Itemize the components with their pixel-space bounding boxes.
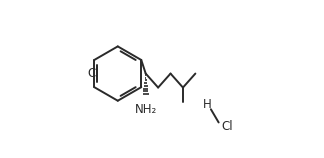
Text: NH₂: NH₂: [134, 103, 157, 116]
Text: H: H: [202, 98, 211, 111]
Text: Cl: Cl: [221, 120, 233, 133]
Text: Cl: Cl: [87, 67, 99, 80]
